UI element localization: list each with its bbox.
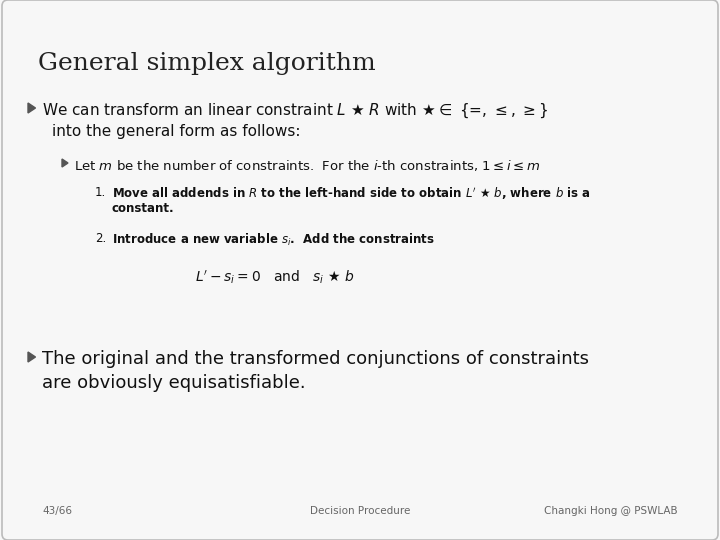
Text: Let $m$ be the number of constraints.  For the $i$-th constraints, $1$$\leq$$i$$: Let $m$ be the number of constraints. Fo… bbox=[74, 158, 540, 173]
Text: constant.: constant. bbox=[112, 202, 175, 215]
Text: $L' - s_i = 0$   and   $s_i$ $\bigstar$ $b$: $L' - s_i = 0$ and $s_i$ $\bigstar$ $b$ bbox=[195, 268, 354, 286]
Polygon shape bbox=[62, 159, 68, 167]
Text: are obviously equisatisfiable.: are obviously equisatisfiable. bbox=[42, 374, 305, 392]
Text: into the general form as follows:: into the general form as follows: bbox=[52, 124, 300, 139]
Polygon shape bbox=[28, 103, 35, 113]
Text: Changki Hong @ PSWLAB: Changki Hong @ PSWLAB bbox=[544, 506, 678, 516]
Text: 43/66: 43/66 bbox=[42, 506, 72, 516]
Text: 1.: 1. bbox=[95, 186, 107, 199]
Polygon shape bbox=[28, 352, 35, 362]
Text: Move all addends in $R$ to the left-hand side to obtain $L'$ $\bigstar$ $b$, whe: Move all addends in $R$ to the left-hand… bbox=[112, 186, 590, 202]
Text: 2.: 2. bbox=[95, 232, 107, 245]
Text: General simplex algorithm: General simplex algorithm bbox=[38, 52, 376, 75]
Text: Decision Procedure: Decision Procedure bbox=[310, 506, 410, 516]
Text: The original and the transformed conjunctions of constraints: The original and the transformed conjunc… bbox=[42, 350, 589, 368]
Text: We can transform an linear constraint $L$ $\bigstar$ $R$ with $\bigstar$$\in$ {=: We can transform an linear constraint $L… bbox=[42, 102, 549, 120]
Text: Introduce a new variable $s_i$.  Add the constraints: Introduce a new variable $s_i$. Add the … bbox=[112, 232, 435, 248]
